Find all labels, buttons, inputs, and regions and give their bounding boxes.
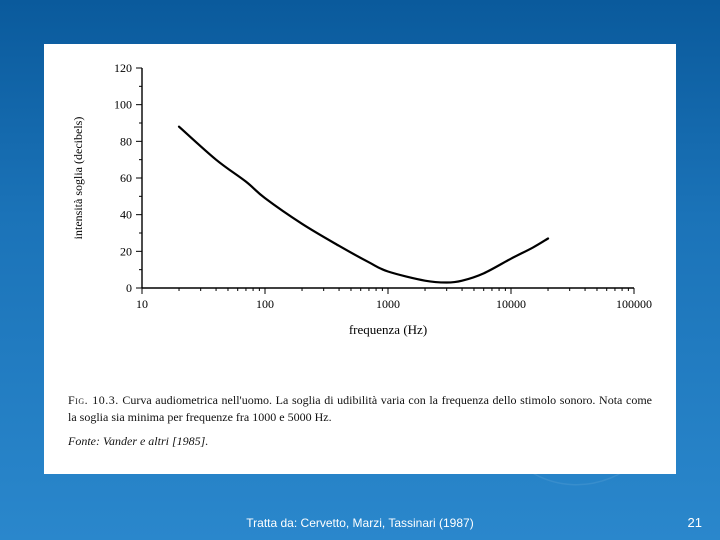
svg-text:40: 40 [120, 208, 132, 222]
svg-text:80: 80 [120, 134, 132, 148]
svg-text:1000: 1000 [376, 297, 400, 311]
svg-text:100: 100 [256, 297, 274, 311]
svg-text:100000: 100000 [616, 297, 652, 311]
svg-text:10: 10 [136, 297, 148, 311]
page-number: 21 [688, 515, 702, 530]
svg-text:100: 100 [114, 98, 132, 112]
audiogram-chart: 0 20 40 60 80 100 120 10 100 1000 10000 100000 frequ… [64, 54, 654, 344]
caption-text: Curva audiometrica nell'uomo. La soglia … [68, 393, 652, 424]
figure-panel: 0 20 40 60 80 100 120 10 100 1000 10000 100000 frequ… [44, 44, 676, 474]
caption-fig-label: Fig. 10.3. [68, 393, 119, 407]
chart-container: 0 20 40 60 80 100 120 10 100 1000 10000 100000 frequ… [64, 54, 654, 344]
svg-text:frequenza (Hz): frequenza (Hz) [349, 322, 427, 337]
svg-text:10000: 10000 [496, 297, 526, 311]
svg-text:0: 0 [126, 281, 132, 295]
figure-caption: Fig. 10.3. Curva audiometrica nell'uomo.… [68, 392, 652, 450]
svg-text:60: 60 [120, 171, 132, 185]
footer-credit: Tratta da: Cervetto, Marzi, Tassinari (1… [0, 516, 720, 530]
svg-text:intensità soglia (decibels): intensità soglia (decibels) [71, 117, 85, 240]
caption-source: Fonte: Vander e altri [1985]. [68, 433, 652, 450]
svg-text:120: 120 [114, 61, 132, 75]
svg-text:20: 20 [120, 244, 132, 258]
